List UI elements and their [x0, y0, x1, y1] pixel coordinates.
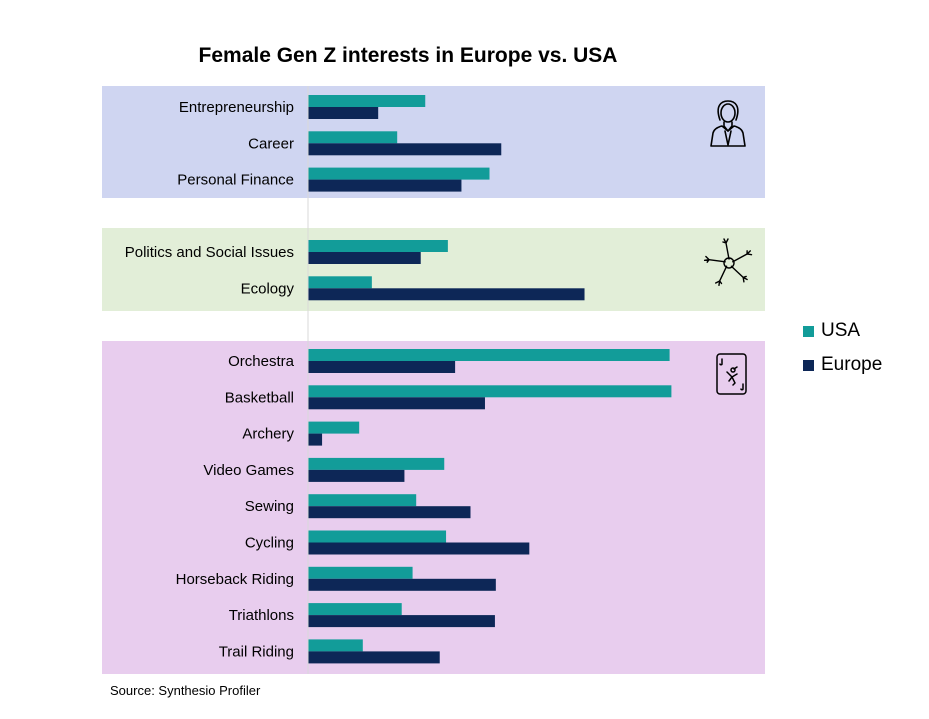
category-label: Video Games — [203, 462, 294, 479]
legend-swatch-usa — [803, 325, 814, 337]
category-label: Horseback Riding — [176, 571, 294, 588]
category-label: Politics and Social Issues — [125, 244, 294, 261]
bar-europe-triathlons — [308, 615, 495, 628]
bar-europe-cycling — [308, 542, 530, 555]
legend-label-europe: Europe — [821, 354, 883, 375]
bar-usa-trail-riding — [308, 639, 363, 652]
bar-europe-personal-finance — [308, 179, 462, 192]
chart-title: Female Gen Z interests in Europe vs. USA — [198, 44, 618, 67]
legend-swatch-europe — [803, 359, 814, 371]
bar-europe-sewing — [308, 506, 471, 519]
bar-usa-archery — [308, 421, 360, 434]
bar-usa-career — [308, 131, 398, 144]
legend: USA Europe — [803, 314, 882, 382]
bar-usa-politics-and-social-issues — [308, 240, 448, 252]
legend-item-europe: Europe — [803, 348, 882, 382]
bar-europe-orchestra — [308, 361, 456, 373]
bar-usa-video-games — [308, 457, 445, 470]
bar-usa-basketball — [308, 385, 672, 398]
bar-europe-career — [308, 143, 502, 156]
category-label: Personal Finance — [177, 172, 294, 189]
category-label: Sewing — [245, 498, 294, 515]
bar-usa-triathlons — [308, 603, 402, 616]
bar-usa-orchestra — [308, 349, 670, 361]
bar-usa-sewing — [308, 494, 417, 507]
bar-europe-basketball — [308, 397, 485, 410]
category-label: Triathlons — [229, 607, 294, 624]
joined-hands-icon — [703, 238, 753, 287]
source-note: Source: Synthesio Profiler — [110, 683, 261, 698]
bar-europe-horseback-riding — [308, 578, 496, 591]
bar-europe-archery — [308, 433, 323, 446]
businesswoman-icon — [710, 100, 746, 147]
bar-europe-trail-riding — [308, 651, 440, 664]
category-label: Ecology — [241, 280, 295, 297]
category-label: Archery — [242, 426, 294, 443]
bar-usa-cycling — [308, 530, 447, 543]
bar-europe-politics-and-social-issues — [308, 252, 421, 264]
category-label: Entrepreneurship — [179, 99, 294, 116]
bar-usa-horseback-riding — [308, 566, 413, 579]
legend-item-usa: USA — [803, 314, 882, 348]
bar-europe-ecology — [308, 288, 585, 301]
bar-europe-entrepreneurship — [308, 107, 379, 119]
category-label: Career — [248, 135, 294, 152]
playing-card-icon — [716, 353, 747, 395]
bar-usa-ecology — [308, 276, 372, 289]
bar-usa-personal-finance — [308, 167, 490, 180]
legend-label-usa: USA — [821, 320, 861, 341]
category-label: Orchestra — [228, 353, 295, 370]
category-label: Cycling — [245, 535, 294, 552]
category-label: Basketball — [225, 389, 294, 406]
category-label: Trail Riding — [219, 643, 294, 660]
bar-europe-video-games — [308, 469, 405, 482]
bar-usa-entrepreneurship — [308, 95, 426, 107]
